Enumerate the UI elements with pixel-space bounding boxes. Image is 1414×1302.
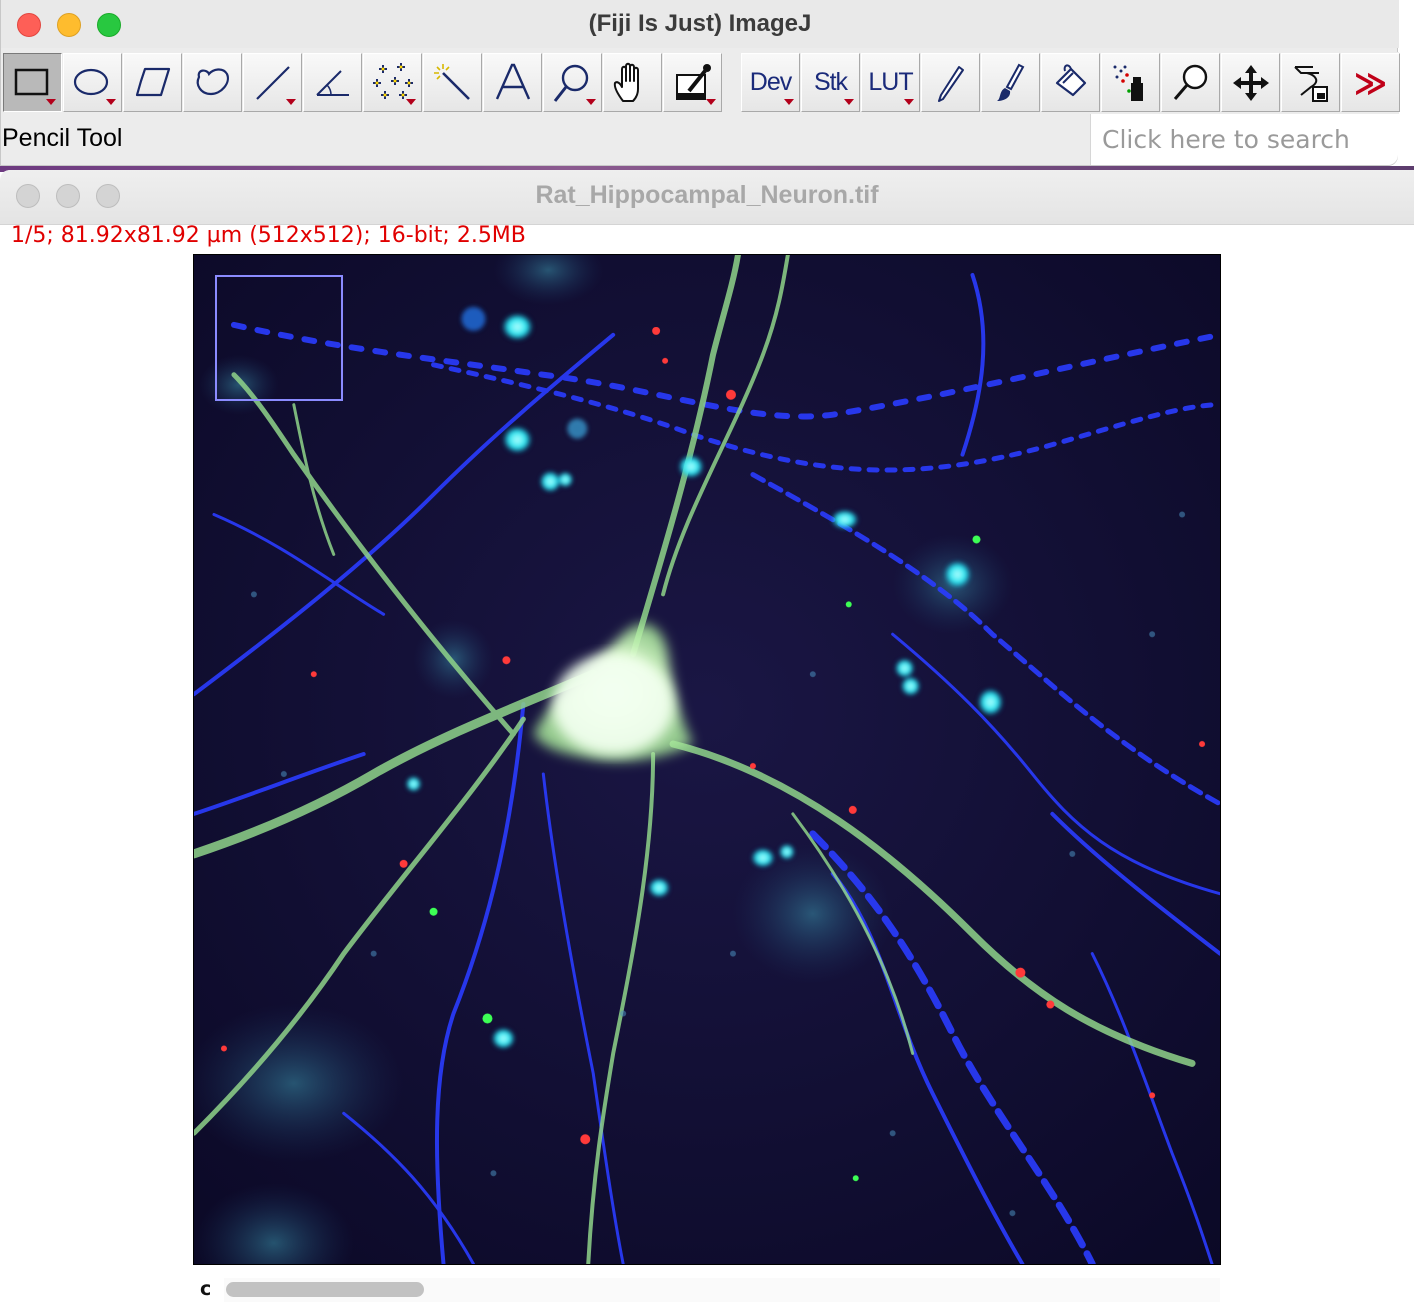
imagej-main-window: (Fiji Is Just) ImageJ bbox=[0, 0, 1400, 166]
double-chevron-icon: ≫ bbox=[1353, 63, 1388, 102]
image-info-text: 1/5; 81.92x81.92 µm (512x512); 16-bit; 2… bbox=[11, 223, 526, 248]
brush-icon bbox=[996, 63, 1024, 101]
window-title: (Fiji Is Just) ImageJ bbox=[588, 10, 812, 37]
angle-tool[interactable] bbox=[303, 53, 362, 112]
dev-menu[interactable]: Dev bbox=[741, 53, 800, 112]
paint-bucket-icon bbox=[1055, 63, 1086, 96]
image-minimize-button[interactable] bbox=[56, 184, 80, 208]
pencil-tool[interactable] bbox=[921, 53, 980, 112]
loupe-tool[interactable] bbox=[1161, 53, 1220, 112]
rectangle-icon bbox=[14, 68, 48, 95]
move-tool[interactable] bbox=[1221, 53, 1280, 112]
loupe-icon bbox=[1173, 64, 1207, 100]
channel-slider[interactable] bbox=[224, 1278, 1220, 1302]
polygon-icon bbox=[135, 67, 170, 96]
status-bar-text: Pencil Tool bbox=[2, 124, 123, 152]
script-tool[interactable] bbox=[1281, 53, 1340, 112]
line-icon bbox=[255, 65, 290, 100]
image-titlebar[interactable]: Rat_Hippocampal_Neuron.tif bbox=[0, 170, 1414, 225]
point-tool[interactable] bbox=[363, 53, 422, 112]
channel-slider-label: c bbox=[200, 1278, 212, 1300]
color-picker-tool[interactable] bbox=[663, 53, 722, 112]
lut-menu[interactable]: LUT bbox=[861, 53, 920, 112]
image-zoom-button[interactable] bbox=[96, 184, 120, 208]
polygon-tool[interactable] bbox=[123, 53, 182, 112]
stack-menu[interactable]: Stk bbox=[801, 53, 860, 112]
multipoint-icon bbox=[372, 62, 413, 99]
hand-tool[interactable] bbox=[603, 53, 662, 112]
angle-icon bbox=[315, 69, 349, 96]
oval-icon bbox=[73, 68, 108, 95]
search-box[interactable] bbox=[1090, 114, 1398, 165]
neuron-image bbox=[194, 255, 1220, 1264]
navigator-rectangle bbox=[215, 275, 343, 401]
script-icon bbox=[1293, 65, 1328, 102]
image-close-button[interactable] bbox=[16, 184, 40, 208]
eyedropper-icon bbox=[675, 63, 711, 100]
oval-tool[interactable] bbox=[63, 53, 122, 112]
magnifier-icon bbox=[553, 64, 588, 102]
desktop-strip bbox=[0, 166, 1414, 172]
channel-slider-thumb[interactable] bbox=[226, 1282, 424, 1297]
text-tool[interactable] bbox=[483, 53, 542, 112]
search-input[interactable] bbox=[1091, 114, 1398, 165]
image-window: Rat_Hippocampal_Neuron.tif 1/5; 81.92x81… bbox=[0, 170, 1414, 1302]
freehand-icon bbox=[196, 67, 229, 95]
image-canvas[interactable] bbox=[193, 254, 1221, 1265]
freehand-tool[interactable] bbox=[183, 53, 242, 112]
pencil-icon bbox=[937, 65, 964, 102]
spray-tool[interactable] bbox=[1101, 53, 1160, 112]
hand-icon bbox=[613, 62, 639, 102]
image-window-title: Rat_Hippocampal_Neuron.tif bbox=[535, 181, 879, 209]
flood-fill-tool[interactable] bbox=[1041, 53, 1100, 112]
brush-tool[interactable] bbox=[981, 53, 1040, 112]
toolbar: Dev Stk LUT bbox=[1, 52, 1400, 114]
move-arrows-icon bbox=[1232, 64, 1269, 101]
main-titlebar[interactable]: (Fiji Is Just) ImageJ bbox=[1, 0, 1399, 48]
minimize-button[interactable] bbox=[57, 13, 81, 37]
rectangle-tool[interactable] bbox=[3, 53, 62, 112]
wand-tool[interactable] bbox=[423, 53, 482, 112]
text-icon bbox=[495, 63, 530, 99]
spray-icon bbox=[1113, 65, 1143, 101]
line-tool[interactable] bbox=[243, 53, 302, 112]
wand-icon bbox=[433, 63, 470, 100]
close-button[interactable] bbox=[17, 13, 41, 37]
zoom-button[interactable] bbox=[97, 13, 121, 37]
more-tools[interactable]: ≫ bbox=[1341, 53, 1400, 112]
magnifier-tool[interactable] bbox=[543, 53, 602, 112]
